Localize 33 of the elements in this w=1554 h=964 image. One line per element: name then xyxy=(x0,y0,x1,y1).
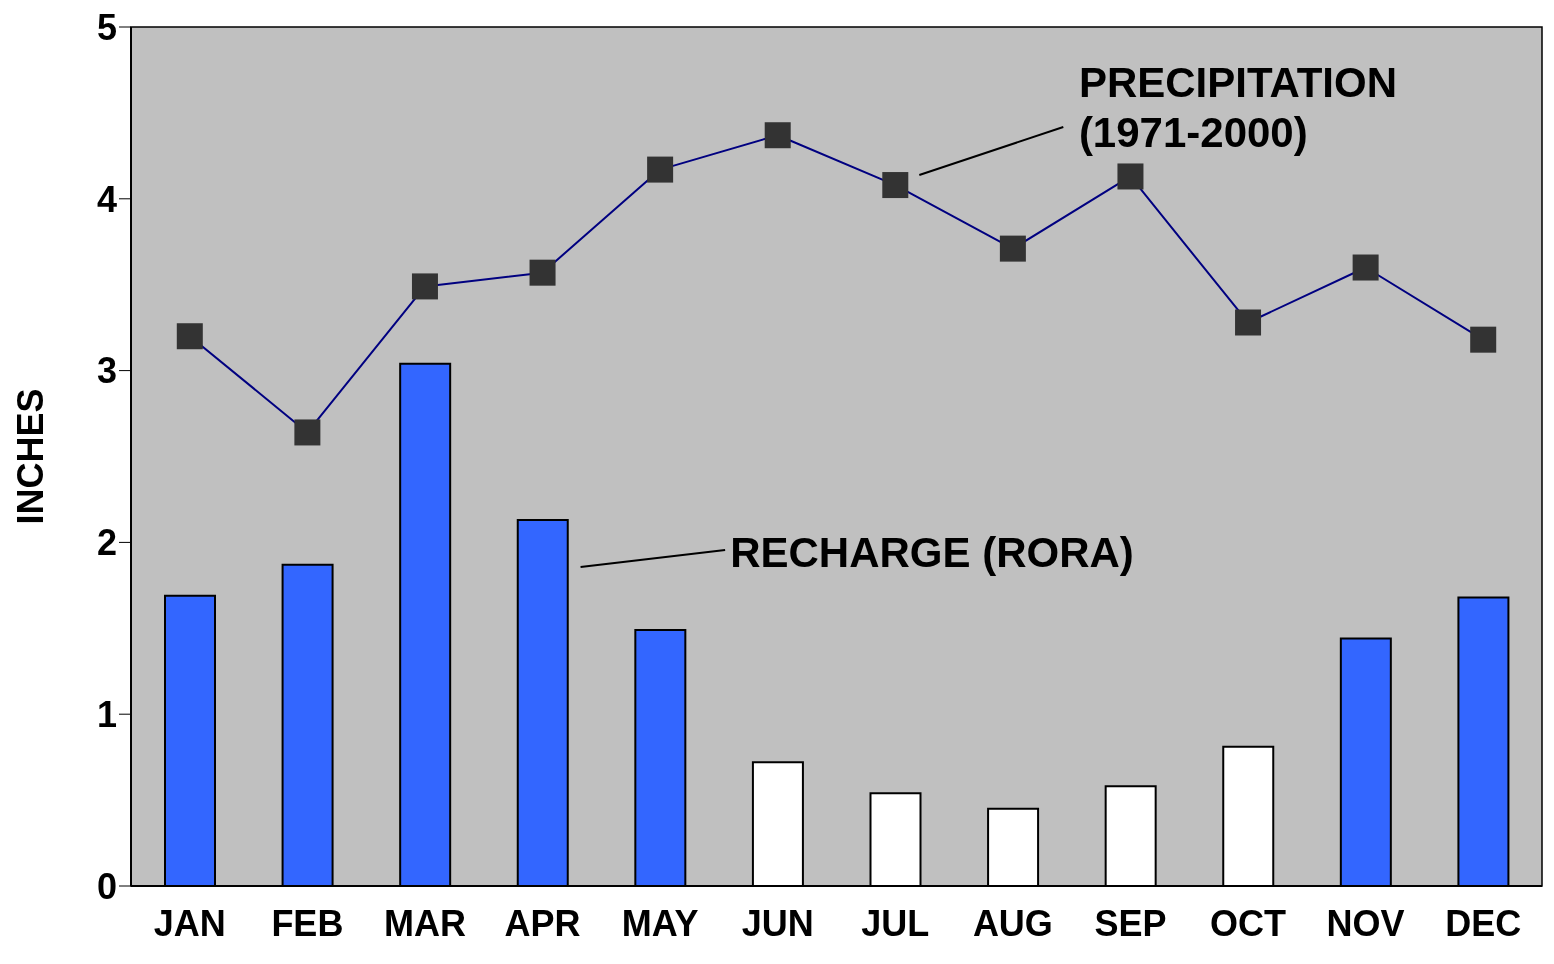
bar xyxy=(634,629,687,886)
bar xyxy=(399,362,452,886)
x-tick-label: SEP xyxy=(1094,902,1167,944)
y-tick-label: 3 xyxy=(96,350,117,392)
x-tick-label: NOV xyxy=(1326,902,1405,944)
y-tick-label: 5 xyxy=(96,6,117,48)
x-tick-label: APR xyxy=(504,902,581,944)
bar xyxy=(869,792,922,886)
x-tick-label: FEB xyxy=(271,902,344,944)
bar xyxy=(281,563,334,886)
bar xyxy=(1222,745,1275,886)
bar xyxy=(1104,785,1157,886)
bar xyxy=(987,807,1040,886)
y-tick-label: 1 xyxy=(96,693,117,735)
bar xyxy=(1457,596,1510,886)
x-tick-label: MAR xyxy=(383,902,466,944)
bar xyxy=(751,761,804,886)
x-tick-label: AUG xyxy=(972,902,1053,944)
x-tick-label: JAN xyxy=(153,902,226,944)
x-tick-label: DEC xyxy=(1445,902,1522,944)
y-tick-label: 2 xyxy=(96,522,117,564)
bar xyxy=(516,519,569,886)
x-tick-label: OCT xyxy=(1210,902,1287,944)
legend-label: RECHARGE (RORA) xyxy=(730,529,1134,577)
y-tick-label: 0 xyxy=(96,865,117,907)
y-tick-label: 4 xyxy=(96,178,117,220)
bar xyxy=(164,594,216,886)
x-tick-label: MAY xyxy=(621,902,699,944)
x-tick-label: JUL xyxy=(861,902,930,944)
bar xyxy=(1339,637,1392,886)
series-label: PRECIPITATION (1971-2000) xyxy=(1078,59,1397,157)
y-axis-title: INCHES xyxy=(9,388,51,525)
x-tick-label: JUN xyxy=(741,902,814,944)
